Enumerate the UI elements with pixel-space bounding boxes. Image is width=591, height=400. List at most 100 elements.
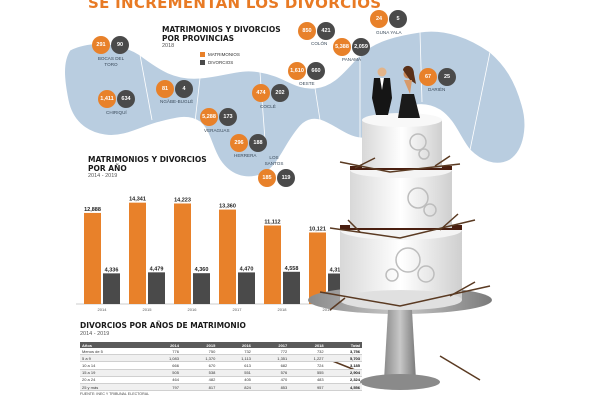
bubble-divorces: 421 <box>317 22 335 40</box>
table-cell: 732 <box>289 348 326 356</box>
source-note: FUENTE: INEC Y TRIBUNAL ELECTORAL <box>80 392 150 396</box>
table-cell: 1,351 <box>252 354 290 363</box>
bar-chart: 12,888 4,336 2014 14,341 4,479 2015 14,223 4,36… <box>76 197 346 312</box>
table-cell: 483 <box>289 376 326 384</box>
bubble-divorces: 90 <box>111 36 129 54</box>
data-label: 4,315 <box>330 268 344 274</box>
table-cell: 853 <box>252 383 290 392</box>
table-cell: 1,370 <box>180 354 218 363</box>
table-cell: 10 a 14 <box>80 361 145 370</box>
table-cell: 464 <box>144 376 181 384</box>
table-cell: 5 a 9 <box>80 354 145 363</box>
bar-title-block: MATRIMONIOS Y DIVORCIOS POR AÑO 2014 - 2… <box>88 155 207 179</box>
province-label: GUNA YALA <box>376 30 402 35</box>
cake-middle-tier <box>350 162 452 228</box>
table-title: DIVORCIOS POR AÑOS DE MATRIMONIO <box>80 321 246 330</box>
table-header: 2014 <box>144 342 181 348</box>
legend-swatch-marriages <box>200 52 205 57</box>
map-year: 2018 <box>162 43 175 49</box>
data-label: 4,558 <box>285 266 299 272</box>
province-label: HERRERA <box>234 153 257 158</box>
bubble-divorces: 119 <box>277 169 295 187</box>
bar-divorces <box>193 273 210 304</box>
bar-title-line1: MATRIMONIOS Y DIVORCIOS <box>88 155 207 164</box>
table-cell: 576 <box>252 369 290 377</box>
legend-swatch-divorces <box>200 60 205 65</box>
table-row: 15 a 19 505 538 551 576 555 2,904 <box>80 369 362 377</box>
bubble-divorces: 5 <box>389 10 407 28</box>
bubble-divorces: 2,059 <box>352 38 370 56</box>
bubble-divorces: 4 <box>175 80 193 98</box>
table-cell: 405 <box>217 376 253 384</box>
table-cell: 724 <box>289 361 326 370</box>
table-header: 2015 <box>180 342 218 348</box>
table-cell: 957 <box>289 383 326 392</box>
data-label: 14,341 <box>129 197 146 203</box>
table-cell-total: 4,556 <box>325 383 362 392</box>
bubble-divorces: 188 <box>249 134 267 152</box>
province-label: CHIRIQUÍ <box>106 110 127 115</box>
bubble-marriages: 67 <box>419 68 437 86</box>
swirl-decorations <box>385 133 437 283</box>
table-cell-total: 2,904 <box>325 369 362 377</box>
data-label: 4,470 <box>240 266 254 272</box>
legend-marriages: MATRIMONIOS <box>200 52 240 57</box>
table-cell: 666 <box>144 361 181 370</box>
bubble-marriages: 1,411 <box>98 90 116 108</box>
bar-marriages <box>174 203 191 304</box>
province-label: PANAMÁ <box>342 57 362 62</box>
table-cell: 670 <box>180 361 218 370</box>
bar-subtitle: 2014 - 2019 <box>88 173 118 179</box>
province-label: VERAGUAS <box>204 128 230 133</box>
x-tick-label: 2015 <box>143 307 153 312</box>
table-cell: 25 y más <box>80 383 145 392</box>
bubble-marriages: 185 <box>258 169 276 187</box>
divorces-by-years-table: Años 2014 2015 2016 2017 2018 Total Meno… <box>80 342 362 392</box>
legend-label-divorces: DIVORCIOS <box>208 60 234 65</box>
table-header: 2016 <box>217 342 253 348</box>
bar-marriages <box>309 232 326 304</box>
bubble-marriages: 291 <box>92 36 110 54</box>
table-cell: 817 <box>180 383 218 392</box>
data-label: 4,479 <box>150 266 164 272</box>
table-cell: Menos de 5 <box>80 348 145 356</box>
province-label: COLÓN <box>311 41 328 46</box>
x-tick-label: 2019 <box>323 307 333 312</box>
bar-title-line2: POR AÑO <box>88 163 127 173</box>
province-label: LOS SANTOS <box>264 155 284 166</box>
bubble-divorces: 25 <box>438 68 456 86</box>
table-row: Menos de 5 776 750 732 772 732 3,756 <box>80 348 362 356</box>
bubble-marriages: 1,610 <box>288 62 306 80</box>
province-label: NGÄBE-BUGLÉ <box>160 99 194 104</box>
province-label: COCLÉ <box>260 104 276 109</box>
bar-marriages <box>129 202 146 304</box>
table-header: 2017 <box>252 342 290 348</box>
table-cell-total: 5,703 <box>325 354 362 363</box>
table-row: 20 a 24 464 482 405 470 483 2,324 <box>80 376 362 384</box>
bar-divorces <box>283 271 300 304</box>
bubble-marriages: 81 <box>156 80 174 98</box>
map-legend: MATRIMONIOS DIVORCIOS <box>200 52 240 65</box>
data-label: 10,121 <box>309 226 326 232</box>
table-cell: 824 <box>217 383 253 392</box>
table-cell: 1,113 <box>217 354 253 363</box>
data-label: 4,360 <box>195 267 209 273</box>
table-row: 5 a 9 1,083 1,370 1,113 1,351 1,227 5,703 <box>80 354 362 363</box>
bubble-marriages: 5,288 <box>200 108 218 126</box>
bubble-marriages: 5,388 <box>333 38 351 56</box>
table-cell: 482 <box>180 376 218 384</box>
map-title-line2: POR PROVINCIAS <box>162 33 235 43</box>
groom-figure <box>372 67 392 115</box>
table-row: 25 y más 797 817 824 853 957 4,556 <box>80 383 362 392</box>
data-label: 4,336 <box>105 267 119 273</box>
table-cell: 505 <box>144 369 181 377</box>
bar-divorces <box>238 272 255 304</box>
bride-figure <box>398 65 420 118</box>
table-cell: 732 <box>217 348 253 356</box>
table-cell-total: 3,756 <box>325 348 362 356</box>
table-header-row: Años 2014 2015 2016 2017 2018 Total <box>80 342 362 348</box>
wedding-cake-illustration <box>308 65 492 390</box>
table-cell: 15 a 19 <box>80 369 145 377</box>
data-label: 12,888 <box>84 207 101 213</box>
x-tick-label: 2018 <box>278 307 288 312</box>
